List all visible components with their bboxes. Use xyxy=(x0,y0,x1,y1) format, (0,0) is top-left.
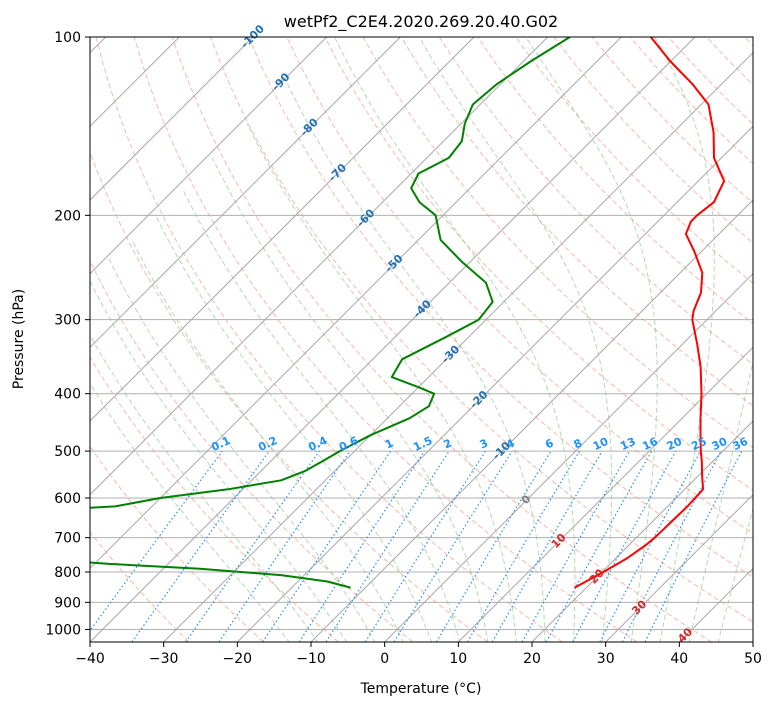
x-tick-label: 10 xyxy=(449,651,467,667)
moist-adiabat-line xyxy=(717,506,753,642)
grid-layer xyxy=(90,37,753,642)
x-tick-label: 40 xyxy=(670,651,688,667)
mixing-ratio-line xyxy=(644,450,743,642)
x-tick-label: −20 xyxy=(223,651,253,667)
moist-adiabat-line xyxy=(525,37,658,642)
chart-title: wetPf2_C2E4.2020.269.20.40.G02 xyxy=(284,12,558,32)
isotherm-line xyxy=(90,37,328,275)
isotherm-line xyxy=(90,37,475,422)
isotherm-line xyxy=(310,199,753,642)
y-tick-label: 800 xyxy=(54,565,81,581)
y-tick-label: 500 xyxy=(54,444,81,460)
isotherm-line xyxy=(236,125,753,642)
dry-adiabat-line xyxy=(90,531,190,642)
isotherm-line xyxy=(531,420,753,642)
dewpoint-profile-line xyxy=(90,37,571,589)
mixing-ratio-line xyxy=(298,450,425,642)
moist-adiabat-line xyxy=(688,358,753,642)
series-layer xyxy=(90,37,726,589)
plot-background xyxy=(90,37,753,642)
x-tick-label: −40 xyxy=(75,651,105,667)
axis-layer: −40 −30 −20 −10 0 10 20 30 40 50 100 200 300 400 500 60… xyxy=(45,30,762,667)
moist-adiabat-line xyxy=(90,279,347,642)
x-tick-label: −30 xyxy=(149,651,179,667)
mixing-ratio-label: 25 xyxy=(689,435,708,453)
dry-adiabat-line xyxy=(90,445,264,642)
mixing-ratio-line xyxy=(521,450,631,642)
mixing-ratio-line xyxy=(185,450,320,642)
isotherm-line xyxy=(163,51,753,642)
dry-adiabat-line xyxy=(400,37,753,407)
mixing-ratio-line xyxy=(393,450,513,642)
y-tick-label: 200 xyxy=(54,208,81,224)
isotherm-line xyxy=(90,37,549,496)
moist-adiabat-line xyxy=(155,215,432,642)
mixing-ratio-label: 36 xyxy=(731,435,751,453)
moist-adiabat-line xyxy=(334,37,576,642)
temperature-profile-line xyxy=(574,37,726,589)
mixing-ratio-line xyxy=(262,450,392,642)
plot-frame xyxy=(89,36,754,643)
y-tick-label: 700 xyxy=(54,531,81,547)
dry-adiabat-line xyxy=(171,37,712,642)
isotherm-line xyxy=(384,272,753,642)
moist-adiabat-line xyxy=(90,382,290,642)
mixing-ratio-label: 16 xyxy=(640,435,660,453)
mixing-ratio-label: 30 xyxy=(710,435,730,453)
dry-adiabat-line xyxy=(95,37,563,642)
y-tick-label: 300 xyxy=(54,313,81,329)
y-tick-label: 600 xyxy=(54,491,81,507)
mixing-ratio-line xyxy=(325,450,450,642)
mixing-ratio-label: 10 xyxy=(591,435,611,453)
y-axis-label: Pressure (hPa) xyxy=(11,289,27,389)
isotherm-line xyxy=(752,641,753,642)
moist-adiabat-line xyxy=(211,157,489,642)
dry-adiabat-line xyxy=(90,150,488,642)
moist-adiabat-line xyxy=(107,256,376,642)
moist-adiabat-line xyxy=(90,334,319,642)
mixing-ratio-label: 20 xyxy=(665,435,685,453)
mixing-ratio-line xyxy=(90,450,223,632)
moist-adiabat-line xyxy=(246,123,518,642)
isotherm-line xyxy=(90,37,254,201)
isotherm-line xyxy=(90,37,401,349)
isotherm-line xyxy=(605,493,753,642)
dry-adiabat-line xyxy=(324,37,753,491)
dry-adiabat-line xyxy=(438,37,753,366)
x-tick-label: 50 xyxy=(744,651,762,667)
y-tick-label: 1000 xyxy=(45,622,81,638)
mixing-ratio-line xyxy=(545,450,653,642)
dry-adiabat-line xyxy=(248,37,753,578)
isotherm-line xyxy=(90,37,696,642)
mixing-ratio-line xyxy=(131,450,270,642)
mixing-ratio-line xyxy=(218,450,351,642)
y-tick-label: 100 xyxy=(54,30,81,46)
moist-adiabat-line xyxy=(131,239,404,642)
y-tick-label: 400 xyxy=(54,387,81,403)
dry-adiabat-line xyxy=(515,37,753,284)
moist-adiabat-line xyxy=(654,37,715,642)
isotherm-line xyxy=(90,37,622,570)
mixing-ratio-label: 13 xyxy=(618,435,637,453)
dry-adiabat-line xyxy=(210,37,753,623)
x-tick-label: 20 xyxy=(523,651,541,667)
x-tick-label: 0 xyxy=(380,651,389,667)
mixing-ratio-line xyxy=(572,450,677,642)
isotherm-line xyxy=(457,346,753,642)
x-tick-label: −10 xyxy=(296,651,326,667)
dry-adiabat-line xyxy=(90,356,339,642)
moist-adiabat-line xyxy=(181,187,461,642)
y-tick-label: 900 xyxy=(54,595,81,611)
x-axis-label: Temperature (°C) xyxy=(360,681,482,697)
x-tick-label: 30 xyxy=(597,651,615,667)
dry-adiabat-line xyxy=(133,37,638,642)
